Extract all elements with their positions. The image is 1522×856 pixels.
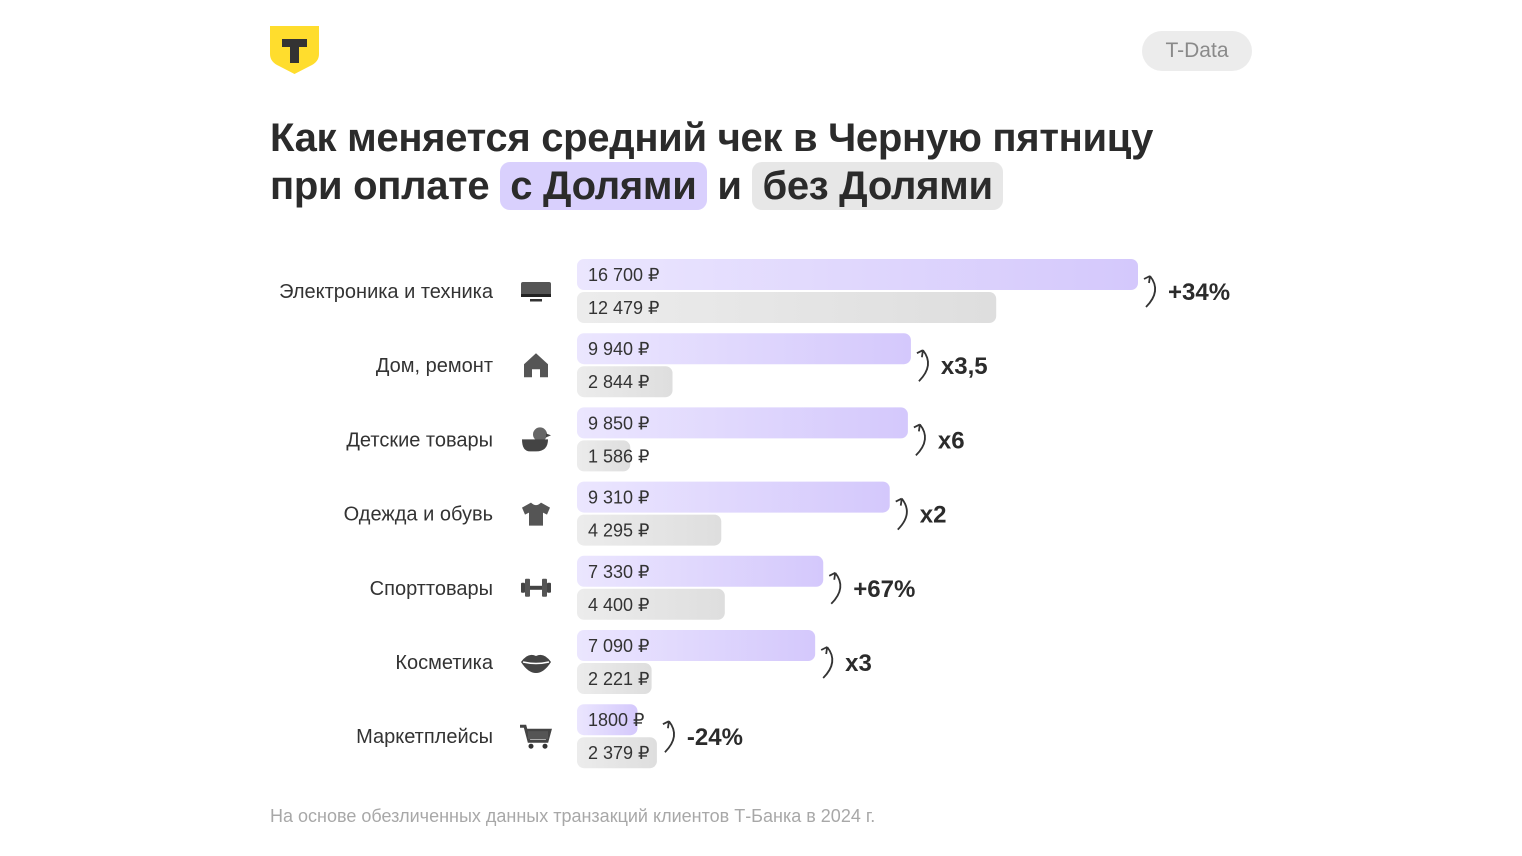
monitor-icon	[521, 282, 551, 302]
tshirt-icon	[522, 502, 550, 526]
bar-value-label: 2 379 ₽	[588, 743, 650, 763]
bar-value-label: 16 700 ₽	[588, 265, 660, 285]
cart-icon	[520, 724, 552, 749]
house-icon	[524, 353, 548, 378]
bar-with-dolyami	[577, 259, 1138, 290]
change-label: -24%	[687, 724, 743, 751]
change-label: +67%	[853, 576, 915, 603]
bar-without-dolyami	[577, 663, 652, 694]
bar-value-label: 2 844 ₽	[588, 372, 650, 392]
bar-with-dolyami	[577, 407, 908, 439]
bar-value-label: 2 221 ₽	[588, 669, 650, 689]
change-label: x2	[920, 502, 947, 529]
bar-without-dolyami	[577, 366, 673, 398]
bar-with-dolyami	[577, 333, 911, 365]
change-label: x3	[845, 650, 872, 677]
bar-without-dolyami	[577, 514, 722, 546]
category-label: Дом, ремонт	[376, 355, 493, 377]
bar-without-dolyami	[577, 588, 725, 620]
bar-value-label: 9 850 ₽	[588, 413, 650, 433]
category-label: Маркетплейсы	[356, 726, 493, 748]
growth-arrow-icon	[895, 497, 908, 531]
title-connector: и	[706, 164, 753, 208]
footnote: На основе обезличенных данных транзакций…	[270, 806, 876, 826]
legend-with-dolyami: с Долями	[500, 162, 707, 210]
bar-value-label: 12 479 ₽	[588, 298, 660, 318]
bar-value-label: 7 090 ₽	[588, 636, 650, 656]
bar-value-label: 9 940 ₽	[588, 339, 650, 359]
bar-value-label: 9 310 ₽	[588, 488, 650, 508]
growth-arrow-icon	[916, 349, 929, 382]
title-line-1: Как меняется средний чек в Черную пятниц…	[270, 116, 1154, 160]
category-label: Электроника и техника	[279, 281, 494, 303]
category-row: Детские товары 9 850 ₽ 1 586 ₽ x6	[346, 407, 965, 472]
growth-arrow-icon	[913, 423, 926, 457]
duck-toy-icon	[522, 427, 551, 452]
category-row: Электроника и техника 16 700 ₽ 12 479 ₽ +34…	[279, 259, 1230, 323]
bar-with-dolyami	[577, 481, 890, 513]
growth-arrow-icon	[662, 720, 675, 753]
bar-without-dolyami	[577, 737, 657, 769]
bar-with-dolyami	[577, 555, 824, 587]
title-line-2: при оплате с Долями и без Долями	[270, 162, 1153, 210]
bar-value-label: 7 330 ₽	[588, 562, 650, 582]
change-label: +34%	[1168, 279, 1230, 306]
bar-without-dolyami	[577, 440, 631, 472]
page-title: Как меняется средний чек в Черную пятниц…	[270, 114, 1153, 210]
category-row: Спорттовары 7 330 ₽ 4 400 ₽ +67%	[370, 555, 915, 620]
bar-value-label: 1800 ₽	[588, 710, 645, 730]
category-row: Дом, ремонт 9 940 ₽ 2 844 ₽ x3,5	[376, 333, 988, 398]
growth-arrow-icon	[820, 646, 834, 679]
bar-value-label: 1 586 ₽	[588, 446, 650, 466]
category-row: Маркетплейсы 1800 ₽ 2 379 ₽ -24%	[356, 704, 743, 769]
bar-value-label: 4 295 ₽	[588, 521, 650, 541]
bar-value-label: 4 400 ₽	[588, 595, 650, 615]
lips-icon	[521, 654, 551, 673]
bar-without-dolyami	[577, 292, 997, 323]
legend-without-dolyami: без Долями	[752, 162, 1003, 210]
growth-arrow-icon	[828, 571, 842, 605]
dumbbell-icon	[521, 578, 551, 597]
category-row: Косметика 7 090 ₽ 2 221 ₽ x3	[395, 630, 872, 694]
change-label: x6	[938, 427, 965, 454]
category-label: Детские товары	[346, 429, 493, 451]
bar-with-dolyami	[577, 630, 816, 661]
bar-with-dolyami	[577, 704, 638, 736]
change-label: x3,5	[941, 353, 988, 380]
category-label: Косметика	[395, 652, 494, 674]
category-row: Одежда и обувь 9 310 ₽ 4 295 ₽ x2	[344, 481, 947, 546]
t-data-badge: T-Data	[1142, 31, 1252, 71]
category-label: Одежда и обувь	[344, 504, 493, 526]
growth-arrow-icon	[1143, 275, 1156, 308]
category-label: Спорттовары	[370, 578, 493, 600]
title-prefix: при оплате	[270, 164, 501, 208]
t-bank-logo	[270, 26, 319, 74]
